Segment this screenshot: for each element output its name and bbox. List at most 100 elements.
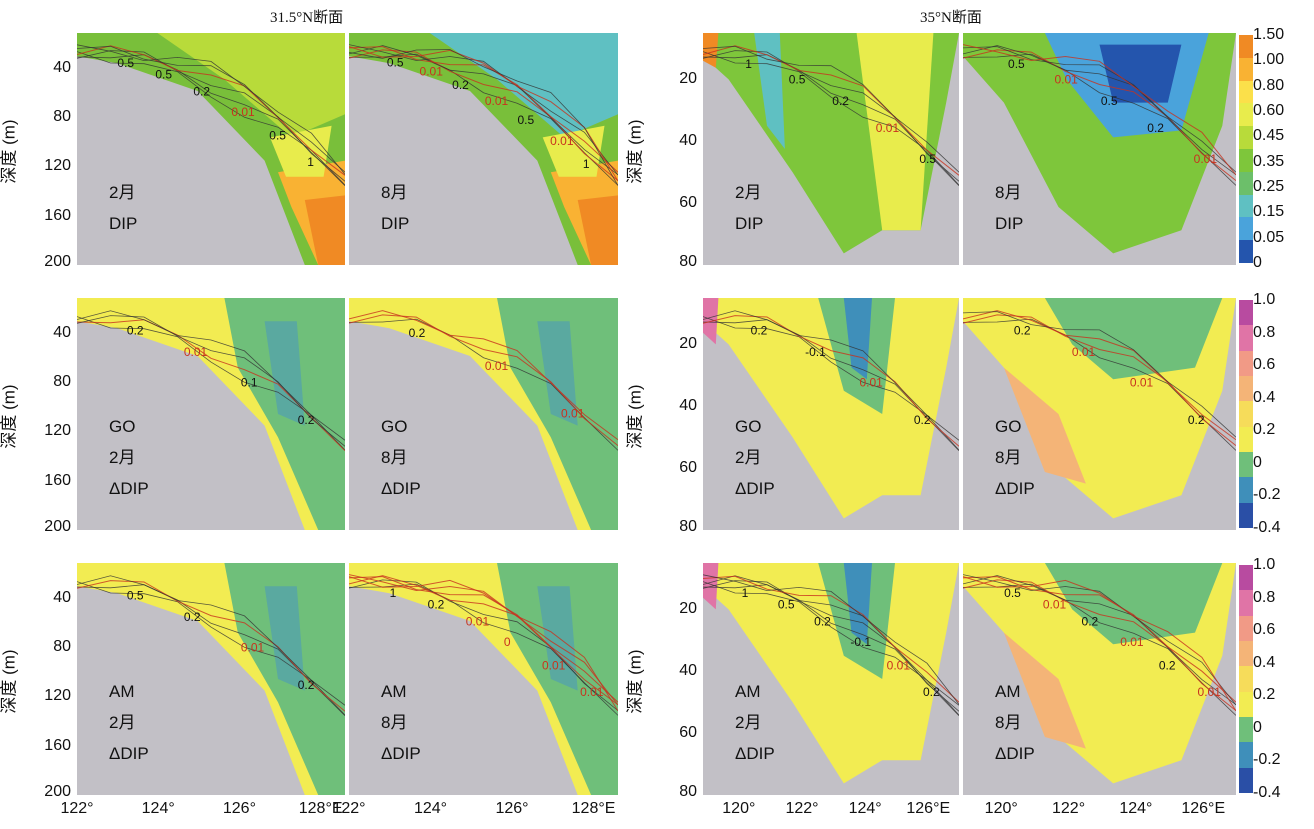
contour-label: 0.2 bbox=[914, 413, 931, 427]
shaded-region bbox=[157, 33, 345, 138]
contour-line-red bbox=[963, 310, 1236, 441]
panel-label-line: ΔDIP bbox=[995, 479, 1035, 498]
contour-line-red bbox=[349, 314, 618, 446]
shaded-region bbox=[1099, 44, 1182, 103]
contour-label: 0.01 bbox=[859, 376, 883, 390]
colorbar-segment bbox=[1239, 401, 1253, 428]
contour-line bbox=[703, 581, 959, 716]
shaded-region bbox=[703, 33, 719, 68]
colorbar-segment bbox=[1239, 502, 1253, 529]
x-tick-label: 128°E bbox=[571, 800, 616, 817]
panel-label-line: 8月 bbox=[381, 448, 408, 467]
x-tick-label: 124° bbox=[413, 800, 448, 817]
panel-plot: 0.5 0.01 0.2 0.01 0.2 0.01 bbox=[963, 563, 1236, 784]
y-tick-label: 80 bbox=[53, 638, 71, 656]
x-tick-label: 126° bbox=[495, 800, 529, 817]
map-panel-4-1: 1 0.2 0.01 0 0.01 0.01 AM 8月 ΔDIP bbox=[349, 563, 618, 795]
contour-label: 0.2 bbox=[298, 413, 315, 427]
contour-label: -0.1 bbox=[805, 345, 826, 359]
contour-line bbox=[963, 45, 1236, 176]
panel-label-line: GO bbox=[995, 417, 1022, 436]
colorbar-tick-label: -0.4 bbox=[1253, 784, 1281, 801]
contour-label: 0.01 bbox=[561, 406, 585, 420]
contour-line-red bbox=[349, 46, 618, 182]
contour-label: 0.2 bbox=[751, 323, 768, 337]
y-axis-label: 深度 (m) bbox=[0, 119, 19, 184]
contour-label: 0.5 bbox=[919, 152, 936, 166]
panel-label-line: 8月 bbox=[381, 713, 408, 732]
colorbar-tick-label: 1.00 bbox=[1253, 51, 1285, 69]
shaded-region bbox=[1044, 563, 1223, 645]
map-panel-1-1: 0.5 0.01 0.5 0.2 0.01 8月 DIP bbox=[963, 33, 1236, 265]
contour-label: 0.5 bbox=[155, 68, 172, 82]
contour-line bbox=[963, 575, 1236, 706]
contour-line-red bbox=[77, 45, 345, 176]
y-tick-label: 20 bbox=[679, 335, 697, 353]
x-tick-label: 124° bbox=[1119, 800, 1153, 817]
panel-label-line: 2月 bbox=[735, 713, 762, 732]
panel-label: AM 2月 ΔDIP bbox=[109, 676, 149, 769]
colorbar-tick-label: -0.2 bbox=[1253, 486, 1281, 504]
contour-label: 0.2 bbox=[452, 78, 469, 92]
y-axis-label: 深度 (m) bbox=[0, 649, 19, 714]
map-panel-2-1: 0.2 0.01 0.01 GO 8月 ΔDIP bbox=[349, 298, 618, 530]
x-tick-label: 122° bbox=[332, 800, 366, 817]
panel-label: 8月 DIP bbox=[381, 177, 409, 239]
contour-label: 0.2 bbox=[1188, 413, 1205, 427]
contour-line bbox=[963, 311, 1236, 438]
colorbar-segment bbox=[1239, 641, 1253, 667]
colorbar-segment bbox=[1239, 376, 1253, 402]
contour-line-red bbox=[349, 575, 618, 706]
panel-label-line: ΔDIP bbox=[381, 744, 421, 763]
contour-label: 0.5 bbox=[387, 55, 404, 69]
contour-line-red bbox=[703, 45, 959, 176]
panel-label-line: GO bbox=[381, 417, 408, 436]
map-panel-2-0: 0.2 0.01 0.1 0.2 GO 2月 ΔDIP bbox=[77, 298, 345, 530]
panel-plot: 0.5 0.2 0.01 0.2 bbox=[77, 563, 345, 795]
panel-label: 2月 DIP bbox=[735, 177, 763, 239]
colorbar-tick-label: 1.0 bbox=[1253, 556, 1276, 573]
contour-label: 0.01 bbox=[542, 659, 566, 673]
contour-label: 0.01 bbox=[466, 614, 490, 628]
panel-label-line: DIP bbox=[109, 214, 138, 233]
colorbar-tick-label: 0.35 bbox=[1253, 152, 1285, 170]
panel-label-line: ΔDIP bbox=[381, 479, 421, 498]
contour-label: 0.01 bbox=[420, 65, 444, 79]
colorbar-segment bbox=[1239, 691, 1253, 718]
contour-label: 0.01 bbox=[550, 134, 574, 148]
contour-label: 0.01 bbox=[1198, 685, 1222, 699]
contour-label: 0.5 bbox=[117, 56, 134, 70]
colorbar-tick-label: 0.60 bbox=[1253, 102, 1285, 119]
contour-label: 0.01 bbox=[231, 105, 255, 119]
colorbar-segment bbox=[1239, 666, 1253, 693]
y-tick-label: 40 bbox=[53, 323, 71, 341]
panel-plot: 0.2 -0.1 0.01 0.2 bbox=[703, 298, 959, 519]
colorbar-segment bbox=[1239, 590, 1253, 617]
panel-label-line: 8月 bbox=[381, 183, 408, 202]
map-panel-1-0: 1 0.5 0.2 0.01 0.5 2月 DIP bbox=[703, 33, 959, 265]
contour-line-red bbox=[703, 575, 959, 703]
colorbar-tick-label: 0.8 bbox=[1253, 588, 1276, 606]
shaded-region bbox=[1003, 367, 1086, 484]
shaded-region bbox=[703, 563, 959, 784]
shaded-region bbox=[1003, 632, 1086, 749]
y-tick-label: 60 bbox=[679, 724, 697, 742]
panel-label-line: 8月 bbox=[995, 448, 1022, 467]
contour-label: 1 bbox=[742, 586, 749, 600]
contour-label: 0.01 bbox=[887, 659, 911, 673]
shaded-region bbox=[577, 195, 618, 265]
contour-label: 0.5 bbox=[1004, 586, 1021, 600]
colorbar-segment bbox=[1239, 325, 1253, 352]
panel-plot: 1 0.5 0.2 0.01 0.5 bbox=[703, 33, 959, 254]
map-panel-4-0: 0.5 0.2 0.01 0.2 AM 2月 ΔDIP bbox=[77, 563, 345, 795]
contour-line bbox=[349, 44, 618, 176]
colorbar-segment bbox=[1239, 717, 1253, 743]
panel-label: AM 8月 ΔDIP bbox=[381, 676, 421, 769]
y-tick-label: 60 bbox=[679, 194, 697, 212]
panel-label: GO 2月 ΔDIP bbox=[735, 411, 775, 504]
contour-line-red bbox=[349, 46, 618, 173]
colorbar-tick-label: 0.05 bbox=[1253, 228, 1285, 246]
contour-line-red bbox=[77, 580, 345, 712]
contour-label: 1 bbox=[307, 155, 314, 169]
colorbar-segment bbox=[1239, 426, 1253, 453]
